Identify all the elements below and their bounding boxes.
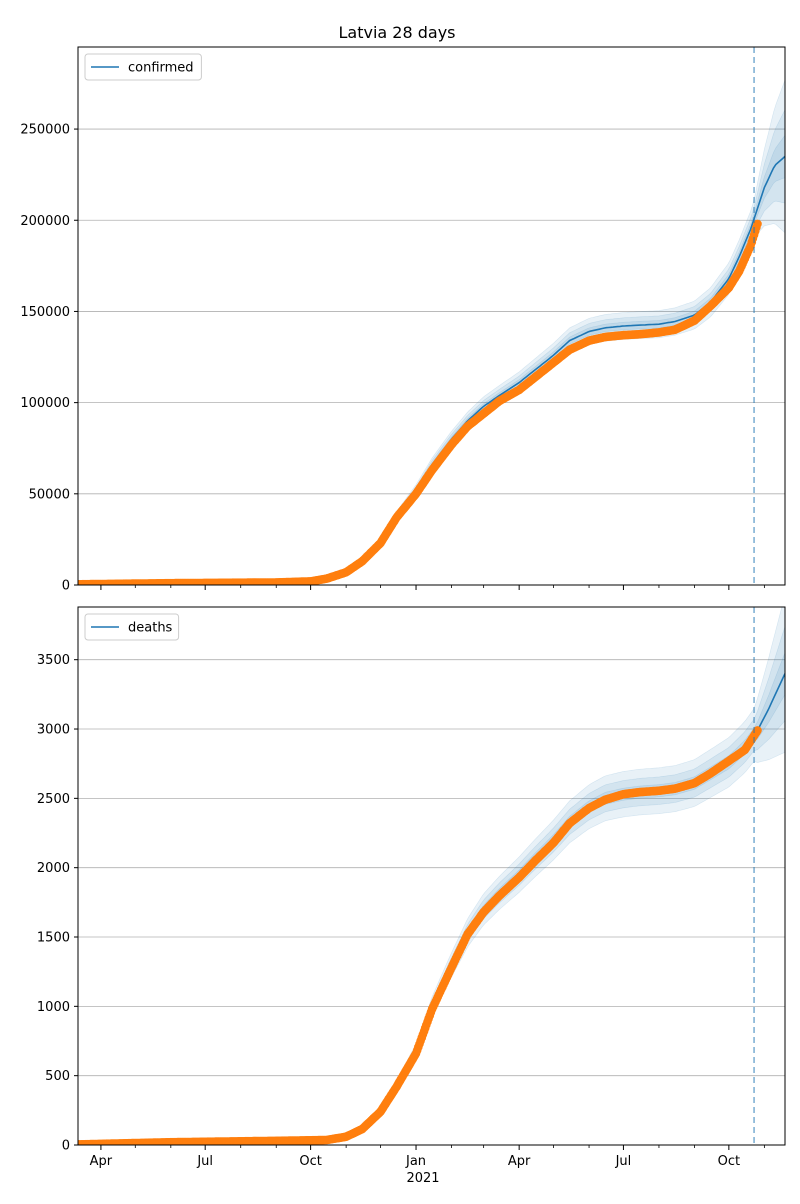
y-tick-label-3: 1500 [37, 931, 70, 946]
y-tick-label-0: 0 [62, 1139, 70, 1154]
observed-point-7 [69, 580, 78, 589]
confidence-band-0 [78, 607, 785, 1145]
confirmed-panel: 0 50000 100000 150000 200000 250000 confirmed [20, 46, 786, 594]
axes-frame [77, 46, 786, 586]
y-tick-label-4: 2000 [37, 861, 70, 876]
x-tick-label-0: Apr [90, 1154, 113, 1169]
y-tick-label-5: 2500 [37, 792, 70, 807]
y-tick-label-1: 50000 [29, 487, 70, 502]
y-tick-label-2: 100000 [20, 396, 70, 411]
y-tick-label-6: 3000 [37, 723, 70, 738]
confidence-band-2 [78, 134, 785, 585]
plot-area [78, 607, 785, 1145]
plot-area [69, 79, 785, 589]
y-tick-label-3: 150000 [20, 305, 70, 320]
y-tick-label-5: 250000 [20, 123, 70, 138]
deaths-panel: 0 500 1000 1500 2000 2500 3000 3500 Apr Jul Oct Jan… [37, 606, 786, 1169]
x-year-label: 2021 [406, 1171, 439, 1186]
legend: deaths [84, 613, 180, 641]
x-tick-label-6: Oct [718, 1154, 740, 1169]
axes-frame [77, 606, 786, 1146]
confidence-band-2 [78, 652, 785, 1145]
y-tick-label-4: 200000 [20, 214, 70, 229]
legend-box [84, 613, 180, 641]
x-tick-label-1: Jul [196, 1154, 213, 1169]
y-tick-label-1: 500 [45, 1069, 70, 1084]
y-tick-label-7: 3500 [37, 653, 70, 668]
y-tick-label-2: 1000 [37, 1000, 70, 1015]
observed-point-604 [753, 726, 762, 735]
y-tick-label-0: 0 [62, 579, 70, 594]
legend-box [84, 53, 202, 81]
x-tick-label-3: Jan [405, 1154, 426, 1169]
confidence-band-1 [78, 109, 785, 585]
model-line [78, 673, 785, 1145]
x-tick-label-2: Oct [299, 1154, 321, 1169]
chart-title: Latvia 28 days [338, 23, 455, 42]
legend-label: deaths [128, 621, 173, 636]
legend: confirmed [84, 53, 202, 81]
confidence-band-1 [78, 626, 785, 1145]
x-tick-label-5: Jul [615, 1154, 632, 1169]
observed-point-604 [753, 219, 762, 229]
x-tick-label-4: Apr [508, 1154, 531, 1169]
legend-label: confirmed [128, 61, 194, 76]
